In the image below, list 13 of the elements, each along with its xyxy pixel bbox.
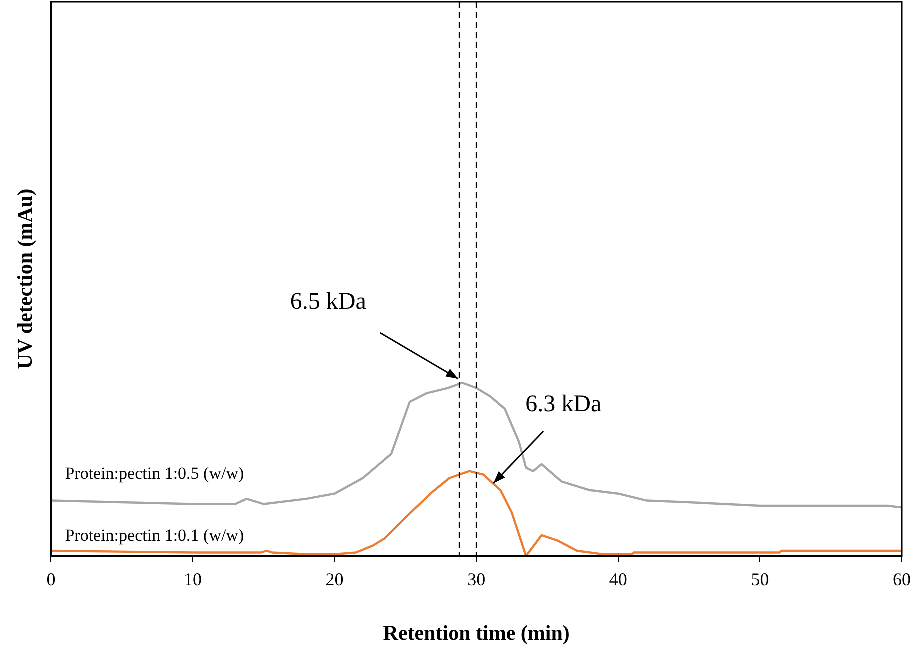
y-axis-title: UV detection (mAu) (13, 188, 38, 370)
annotation: 6.5 kDa (290, 289, 367, 316)
x-tick-label: 0 (46, 570, 56, 590)
series-label: Protein:pectin 1:0.5 (w/w) (65, 464, 244, 483)
x-tick-label: 20 (326, 570, 344, 590)
x-tick-label: 30 (468, 570, 486, 590)
annotation: 6.3 kDa (526, 391, 602, 418)
x-axis-title: Retention time (min) (383, 620, 570, 645)
x-tick-label: 40 (609, 570, 628, 590)
x-tick-label: 10 (184, 570, 202, 590)
x-tick-label: 50 (751, 570, 770, 590)
series-label: Protein:pectin 1:0.1 (w/w) (65, 526, 244, 546)
x-tick-label: 60 (893, 570, 911, 590)
